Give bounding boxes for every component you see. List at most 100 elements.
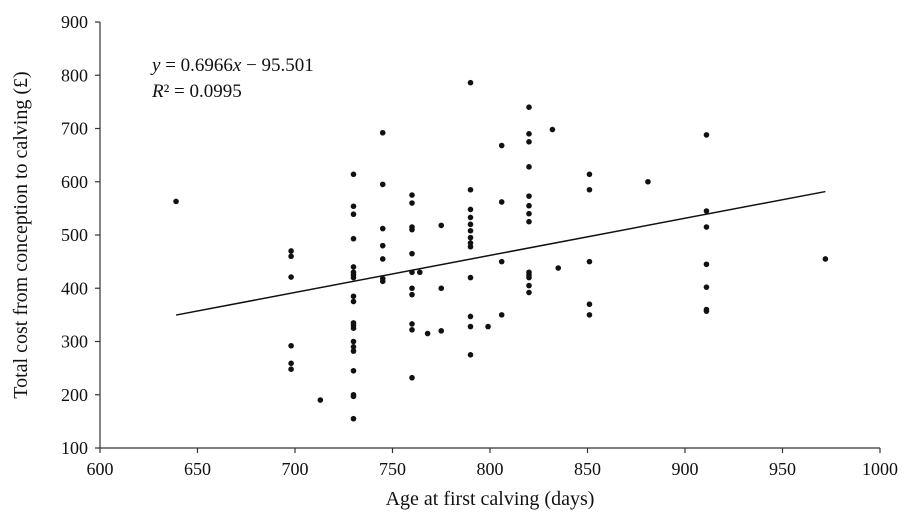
data-point (438, 222, 445, 229)
data-point (526, 210, 532, 217)
data-point (350, 325, 357, 331)
data-point (409, 200, 415, 206)
data-point (467, 352, 474, 358)
y-tick-label: 100 (61, 438, 88, 458)
data-point (288, 274, 294, 280)
data-point (288, 360, 294, 367)
data-point (350, 298, 357, 305)
data-point (288, 342, 294, 349)
x-tick-label: 800 (477, 459, 504, 479)
data-point (526, 218, 532, 225)
data-point (498, 142, 505, 149)
y-tick-label: 600 (61, 172, 88, 192)
data-point (409, 226, 415, 233)
data-point (288, 248, 294, 254)
x-tick-label: 700 (282, 459, 309, 479)
data-point (288, 366, 294, 372)
x-tick-label: 850 (574, 459, 601, 479)
x-tick-label: 750 (379, 459, 406, 479)
data-point (350, 344, 357, 350)
data-point (498, 199, 505, 205)
data-point (409, 326, 415, 333)
data-point (379, 129, 386, 136)
data-point (703, 132, 710, 138)
data-point (485, 323, 491, 330)
data-point (379, 278, 386, 285)
data-point (703, 308, 710, 314)
data-point (350, 415, 357, 422)
data-point (586, 258, 593, 265)
data-point (498, 312, 505, 318)
data-points (173, 79, 829, 422)
x-ticks: 600 650 700 750 800 850 900 950 1000 (87, 448, 898, 479)
data-point (379, 256, 386, 262)
y-tick-label: 900 (61, 12, 88, 32)
data-point (645, 178, 651, 185)
y-tick-label: 700 (61, 119, 88, 139)
data-point (822, 256, 829, 262)
data-point (467, 186, 474, 193)
trend-line (175, 190, 826, 316)
y-tick-label: 800 (61, 65, 88, 85)
data-point (586, 186, 593, 193)
x-tick-label: 1000 (862, 459, 898, 479)
data-point (438, 285, 445, 292)
data-point (467, 274, 474, 281)
data-point (703, 284, 710, 290)
data-point (526, 274, 532, 281)
data-point (526, 139, 532, 145)
data-point (350, 367, 357, 374)
data-point (409, 250, 415, 257)
data-point (549, 126, 556, 133)
data-point (379, 225, 386, 232)
x-tick-label: 600 (87, 459, 114, 479)
data-point (467, 323, 474, 330)
data-point (586, 301, 593, 308)
x-tick-label: 900 (672, 459, 699, 479)
data-point (288, 253, 294, 260)
data-point (350, 211, 357, 218)
data-point (424, 330, 431, 337)
data-point (379, 181, 386, 188)
data-point (438, 328, 445, 334)
data-point (467, 227, 474, 234)
y-tick-label: 500 (61, 225, 88, 245)
data-point (703, 208, 710, 214)
x-tick-label: 650 (184, 459, 211, 479)
y-tick-label: 200 (61, 385, 88, 405)
data-point (555, 265, 562, 271)
data-point (526, 131, 532, 137)
data-point (379, 242, 386, 249)
data-point (173, 198, 179, 205)
r-squared-label: R² = 0.0995 (151, 81, 242, 102)
data-point (417, 269, 423, 276)
data-point (526, 282, 532, 289)
data-point (409, 291, 415, 298)
data-point (498, 258, 505, 265)
data-point (526, 289, 532, 296)
y-axis-title: Total cost from conception to calving (£… (10, 71, 32, 398)
data-point (586, 312, 593, 318)
data-point (467, 206, 474, 213)
data-point (467, 243, 474, 250)
data-point (350, 348, 357, 354)
data-point (467, 313, 474, 320)
x-tick-label: 950 (769, 459, 796, 479)
x-axis-title: Age at first calving (days) (386, 488, 595, 510)
data-point (467, 234, 474, 241)
data-point (317, 397, 324, 403)
equation-label: y = 0.6966x − 95.501 (150, 55, 314, 76)
data-point (467, 214, 474, 221)
data-point (526, 164, 532, 170)
data-point (703, 261, 710, 268)
data-point (350, 171, 357, 178)
data-point (409, 321, 415, 327)
data-point (350, 293, 357, 300)
data-point (467, 221, 474, 228)
data-point (703, 224, 710, 230)
y-ticks: 100 200 300 400 500 600 700 800 900 (61, 12, 100, 458)
data-point (526, 193, 532, 199)
data-point (350, 274, 357, 281)
data-point (467, 79, 474, 86)
